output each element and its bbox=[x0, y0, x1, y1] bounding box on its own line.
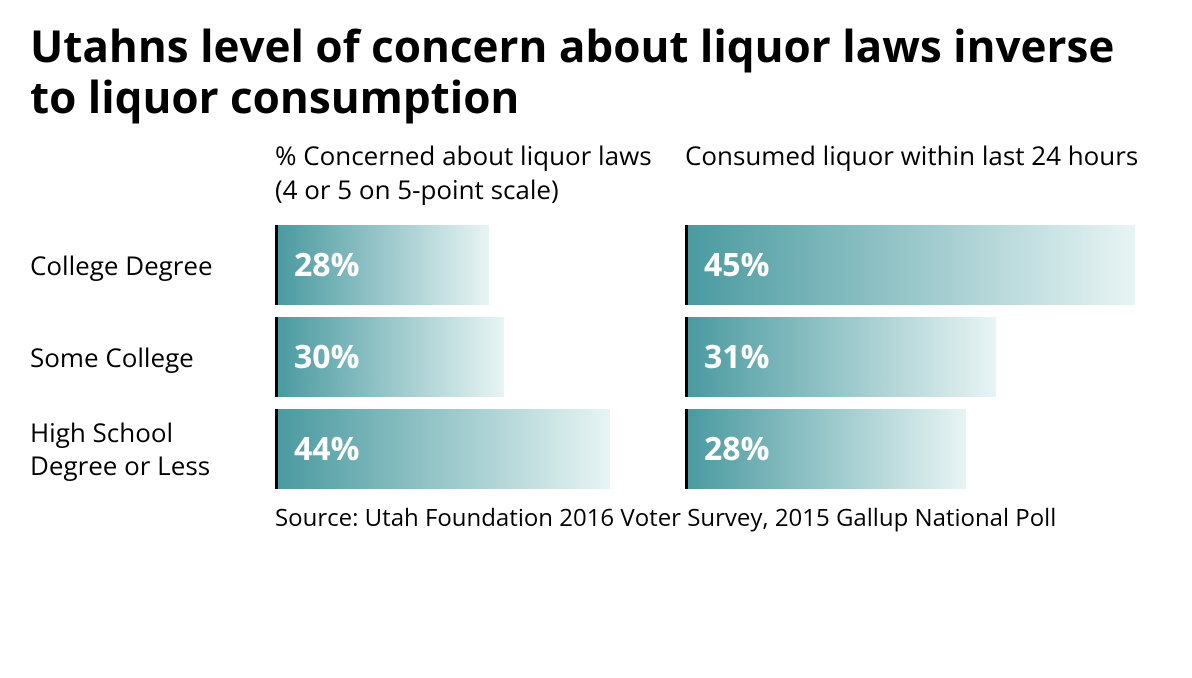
bar-cell: 31% bbox=[685, 317, 1185, 397]
bar-concern-high-school: 44% bbox=[278, 409, 610, 489]
spacer bbox=[30, 139, 275, 213]
bar-value: 28% bbox=[704, 427, 769, 470]
bar-cell: 44% bbox=[275, 409, 655, 489]
bar-consumed-high-school: 28% bbox=[688, 409, 966, 489]
bar-value: 44% bbox=[294, 427, 359, 470]
bar-consumed-college: 45% bbox=[688, 225, 1135, 305]
row-label-some-college: Some College bbox=[30, 317, 275, 397]
spacer bbox=[655, 409, 685, 489]
bar-cell: 30% bbox=[275, 317, 655, 397]
bar-value: 31% bbox=[704, 335, 769, 378]
source-citation: Source: Utah Foundation 2016 Voter Surve… bbox=[30, 501, 1162, 534]
bar-consumed-some-college: 31% bbox=[688, 317, 996, 397]
row-label-college-degree: College Degree bbox=[30, 225, 275, 305]
spacer bbox=[655, 225, 685, 305]
chart-grid: % Concerned about liquor laws (4 or 5 on… bbox=[30, 139, 1162, 489]
chart-title: Utahns level of concern about liquor law… bbox=[30, 20, 1162, 121]
bar-cell: 28% bbox=[275, 225, 655, 305]
column-header-concern: % Concerned about liquor laws (4 or 5 on… bbox=[275, 139, 655, 213]
bar-concern-college: 28% bbox=[278, 225, 489, 305]
row-label-high-school: High School Degree or Less bbox=[30, 409, 275, 489]
bar-cell: 45% bbox=[685, 225, 1185, 305]
spacer bbox=[655, 317, 685, 397]
bar-value: 30% bbox=[294, 335, 359, 378]
column-header-consumed: Consumed liquor within last 24 hours bbox=[685, 139, 1185, 213]
bar-concern-some-college: 30% bbox=[278, 317, 504, 397]
bar-value: 45% bbox=[704, 243, 769, 286]
spacer bbox=[655, 139, 685, 213]
bar-value: 28% bbox=[294, 243, 359, 286]
bar-cell: 28% bbox=[685, 409, 1185, 489]
